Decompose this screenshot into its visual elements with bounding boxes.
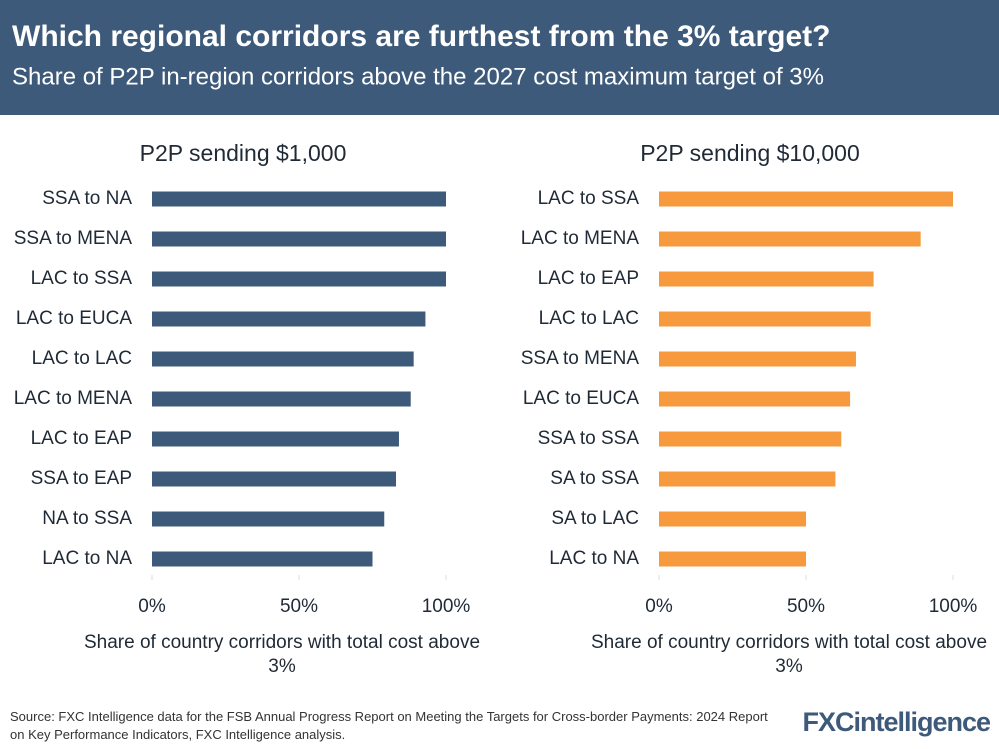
bar: [659, 351, 856, 367]
x-axis-label: Share of country corridors with total co…: [590, 632, 988, 677]
x-axis-label: Share of country corridors with total co…: [83, 632, 481, 677]
bar: [152, 551, 373, 567]
category-label: LAC to NA: [42, 548, 132, 569]
header-subtitle: Share of P2P in-region corridors above t…: [12, 63, 824, 90]
bar: [659, 191, 953, 207]
category-label: LAC to MENA: [14, 388, 133, 409]
bar: [659, 471, 836, 487]
source: Source: FXC Intelligence data for the FS…: [10, 709, 768, 742]
category-label: SSA to NA: [42, 188, 132, 209]
bar: [659, 551, 806, 567]
category-label: SSA to MENA: [14, 228, 133, 249]
x-tick-label: 0%: [645, 596, 673, 617]
category-label: SSA to SSA: [538, 428, 640, 449]
bar: [152, 511, 385, 527]
x-tick-label: 0%: [138, 596, 166, 617]
header-title: Which regional corridors are furthest fr…: [12, 20, 830, 53]
bar: [659, 431, 842, 447]
bar: [152, 191, 446, 207]
bar: [152, 431, 399, 447]
category-label: LAC to MENA: [521, 228, 640, 249]
category-label: LAC to NA: [549, 548, 639, 569]
category-label: LAC to EAP: [538, 268, 639, 289]
chart-title: P2P sending $10,000: [640, 140, 860, 166]
bar: [659, 231, 921, 247]
category-label: LAC to SSA: [31, 268, 133, 289]
category-label: NA to SSA: [42, 508, 132, 529]
bar: [152, 271, 446, 287]
bar: [659, 511, 806, 527]
category-label: SSA to EAP: [31, 468, 132, 489]
x-label-box: Share of country corridors with total co…: [590, 632, 988, 677]
category-label: LAC to EUCA: [16, 308, 132, 329]
category-label: LAC to SSA: [538, 188, 640, 209]
bar: [152, 231, 446, 247]
category-label: LAC to LAC: [32, 348, 132, 369]
x-tick-label: 100%: [422, 596, 471, 617]
chart-title: P2P sending $1,000: [140, 140, 347, 166]
category-label: SA to LAC: [551, 508, 639, 529]
x-label-box: Share of country corridors with total co…: [83, 632, 481, 677]
bar: [152, 471, 397, 487]
header-band: [0, 0, 999, 115]
x-tick-label: 50%: [787, 596, 825, 617]
category-label: LAC to EUCA: [523, 388, 639, 409]
category-label: LAC to EAP: [31, 428, 132, 449]
bar: [659, 271, 874, 287]
bar: [152, 311, 426, 327]
category-label: SA to SSA: [550, 468, 639, 489]
bar: [659, 311, 871, 327]
category-label: LAC to LAC: [539, 308, 639, 329]
category-label: SSA to MENA: [521, 348, 640, 369]
bar: [152, 351, 414, 367]
x-tick-label: 50%: [280, 596, 318, 617]
bar: [152, 391, 411, 407]
source-box: Source: FXC Intelligence data for the FS…: [10, 709, 768, 742]
x-tick-label: 100%: [929, 596, 978, 617]
logo: FXCintelligence: [802, 707, 991, 737]
bar: [659, 391, 851, 407]
